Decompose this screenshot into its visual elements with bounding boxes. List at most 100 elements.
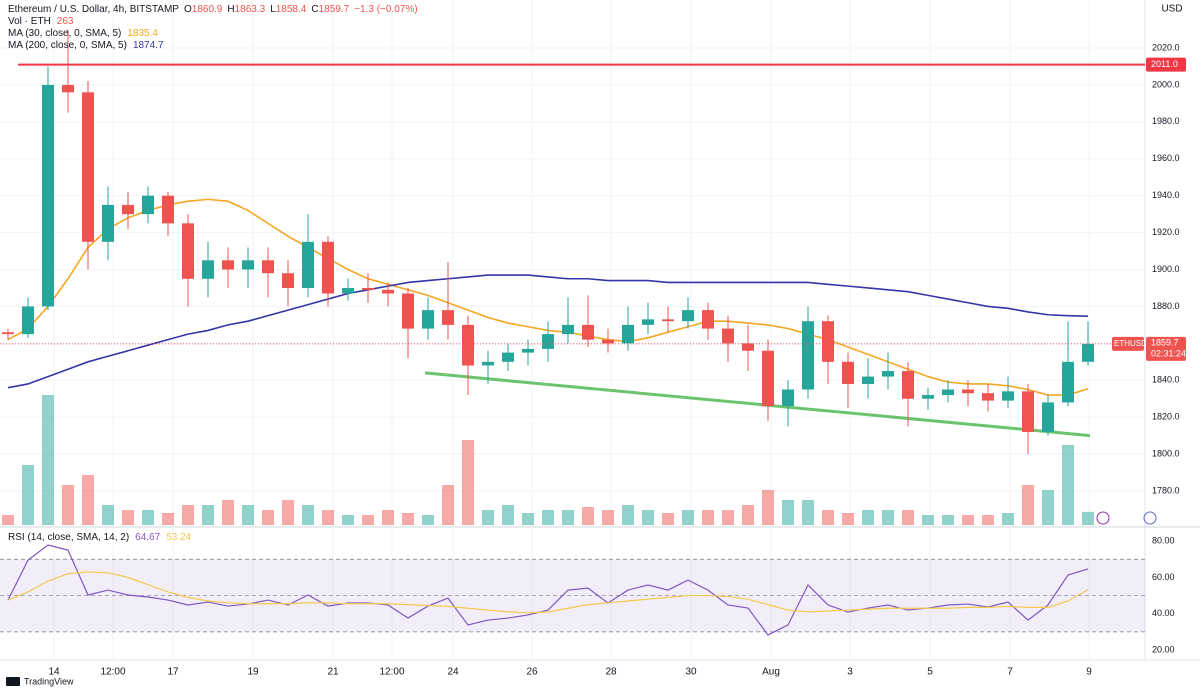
globe-icon[interactable]: [1143, 511, 1157, 525]
x-tick-label: 30: [685, 667, 697, 678]
legend-text: −1.3 (−0.07%): [354, 4, 417, 15]
volume-bar: [962, 515, 974, 525]
volume-bar: [502, 505, 514, 525]
countdown: 02:31:24: [1151, 348, 1186, 358]
volume-bar: [942, 515, 954, 525]
volume-bar: [742, 505, 754, 525]
candle-body: [1042, 402, 1054, 432]
legend-text: O: [184, 4, 192, 15]
rsi-line: [7, 571, 1089, 614]
legend-text: L: [270, 4, 276, 15]
volume-bar: [702, 510, 714, 525]
candle-body: [42, 84, 54, 307]
volume-bar: [262, 510, 274, 525]
volume-bar: [802, 500, 814, 525]
y-tick-label: 1820.0: [1152, 412, 1180, 422]
candle-body: [782, 389, 794, 407]
candle-body: [522, 348, 534, 353]
candle-body: [442, 310, 454, 325]
candle-body: [382, 289, 394, 294]
volume-bar: [442, 485, 454, 525]
candle-body: [322, 241, 334, 294]
candle-body: [942, 389, 954, 396]
volume-bar: [462, 440, 474, 525]
candle-body: [762, 350, 774, 407]
volume-bar: [582, 507, 594, 525]
volume-bar: [302, 505, 314, 525]
candle-body: [602, 339, 614, 344]
volume-bar: [122, 510, 134, 525]
legend-line: Vol · ETH 263: [8, 16, 74, 27]
x-tick-label: 3: [847, 667, 853, 678]
last-price-box: [1146, 336, 1186, 361]
event-icon[interactable]: [1096, 511, 1110, 525]
legend-text: C: [311, 4, 318, 15]
y-tick-label: 1980.0: [1152, 116, 1180, 126]
y-tick-label: 1880.0: [1152, 301, 1180, 311]
volume-bar: [282, 500, 294, 525]
x-tick-label: 21: [327, 667, 339, 678]
volume-bar: [782, 500, 794, 525]
candle-body: [1002, 391, 1014, 401]
candle-body: [1082, 343, 1094, 362]
volume-bar: [1042, 490, 1054, 525]
volume-bar: [62, 485, 74, 525]
x-tick-label: 12:00: [379, 667, 404, 678]
volume-bar: [2, 515, 14, 525]
legend-text: Vol · ETH: [8, 16, 51, 27]
candle-body: [362, 287, 374, 290]
x-tick-label: 14: [48, 667, 60, 678]
legend-text: MA (30, close, 0, SMA, 5): [8, 28, 121, 39]
x-tick-label: 24: [447, 667, 459, 678]
currency: USD: [1161, 4, 1182, 15]
x-tick-label: 9: [1086, 667, 1092, 678]
volume-bar: [422, 515, 434, 525]
legend-text: 1835.4: [127, 28, 158, 39]
volume-bar: [1002, 513, 1014, 525]
y-tick-label: 1940.0: [1152, 190, 1180, 200]
volume-bar: [42, 395, 54, 525]
volume-bar: [1062, 445, 1074, 525]
volume-bar: [822, 510, 834, 525]
volume-bar: [682, 510, 694, 525]
candle-body: [882, 371, 894, 377]
rsi-tick-label: 60.00: [1152, 572, 1175, 582]
volume-bar: [842, 513, 854, 525]
legend-text: 263: [57, 16, 74, 27]
y-tick-label: 2020.0: [1152, 42, 1180, 52]
legend-text: 1858.4: [276, 4, 307, 15]
candle-body: [642, 319, 654, 325]
y-tick-label: 1800.0: [1152, 448, 1180, 458]
legend-text: 1859.7: [319, 4, 350, 15]
volume-bar: [382, 510, 394, 525]
rsi-tick-label: 40.00: [1152, 608, 1175, 618]
candle-body: [962, 389, 974, 394]
rsi-tick-label: 80.00: [1152, 535, 1175, 545]
candle-body: [922, 395, 934, 399]
candle-body: [302, 241, 314, 288]
volume-bar: [602, 510, 614, 525]
candle-body: [702, 310, 714, 329]
candle-body: [262, 260, 274, 274]
volume-bar: [662, 513, 674, 525]
volume-bar: [182, 505, 194, 525]
candle-body: [802, 321, 814, 390]
candle-body: [202, 260, 214, 279]
volume-bar: [542, 510, 554, 525]
legend-text: Ethereum / U.S. Dollar, 4h, BITSTAMP: [8, 4, 179, 15]
candle-body: [282, 273, 294, 288]
candle-body: [242, 260, 254, 270]
candle-body: [562, 324, 574, 335]
volume-bar: [82, 475, 94, 525]
candle-body: [982, 393, 994, 401]
volume-bar: [342, 515, 354, 525]
volume-bar: [982, 515, 994, 525]
candle-body: [142, 195, 154, 215]
candle-body: [822, 321, 834, 362]
candle-body: [582, 324, 594, 340]
candle-body: [862, 376, 874, 384]
candle-body: [62, 84, 74, 93]
legend-text: 53.24: [166, 532, 191, 543]
